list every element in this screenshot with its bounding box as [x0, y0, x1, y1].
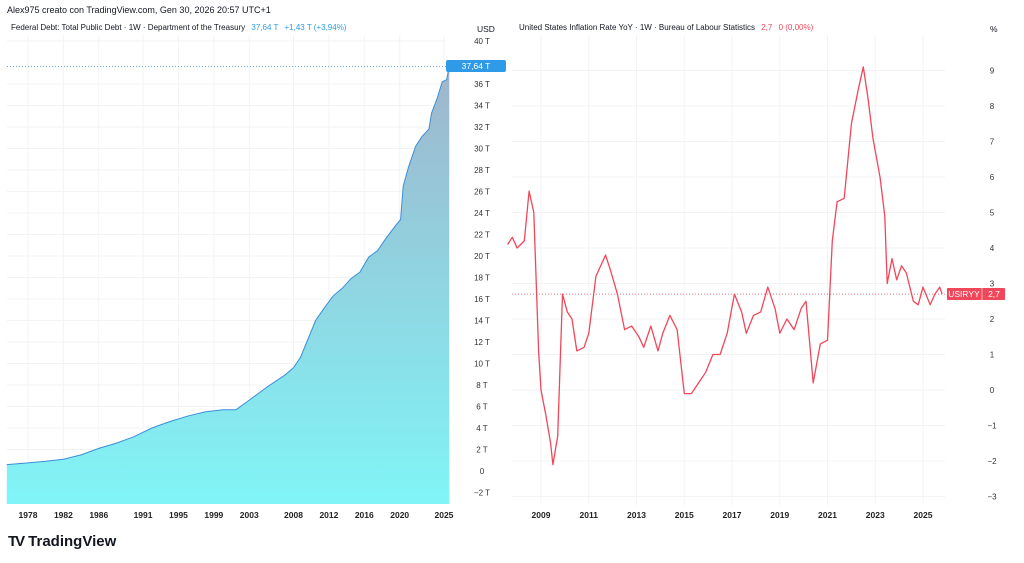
inflation-x-tick: 2019 [770, 510, 789, 520]
debt-y-tick: 20 T [474, 252, 490, 261]
inflation-y-tick: −1 [987, 422, 997, 431]
debt-legend-value: 37,64 T [251, 23, 279, 32]
inflation-y-tick: 3 [990, 280, 995, 289]
debt-last-value-label: 37,64 T [462, 61, 491, 71]
debt-x-tick: 1995 [169, 510, 188, 520]
inflation-series [507, 66, 947, 466]
tradingview-logo[interactable]: TV TradingView [8, 533, 116, 550]
inflation-unit: % [990, 24, 998, 34]
inflation-y-tick: 2 [990, 315, 995, 324]
debt-x-tick: 2020 [390, 510, 409, 520]
inflation-x-tick: 2023 [866, 510, 885, 520]
debt-legend-title: Federal Debt: Total Public Debt · 1W · D… [11, 23, 246, 32]
debt-y-tick: 4 T [476, 424, 488, 433]
inflation-last-value-label: 2,7 [988, 289, 1000, 299]
debt-y-tick: 16 T [474, 295, 490, 304]
inflation-y-tick: 5 [990, 209, 995, 218]
debt-y-tick: 28 T [474, 166, 490, 175]
axis-ticks: −2 T 0 2 T 4 T 6 T 8 T 10 T 12 T 14 T 16 T 18 T 20 … [19, 37, 998, 520]
inflation-x-tick: 2025 [914, 510, 933, 520]
debt-y-tick: 14 T [474, 317, 490, 326]
inflation-y-tick: 0 [990, 386, 995, 395]
debt-y-tick: 12 T [474, 338, 490, 347]
debt-legend: Federal Debt: Total Public Debt · 1W · D… [11, 23, 346, 32]
inflation-legend: United States Inflation Rate YoY · 1W · … [519, 23, 813, 32]
inflation-x-tick: 2017 [723, 510, 742, 520]
debt-unit: USD [477, 24, 495, 34]
inflation-legend-value: 2,7 [761, 23, 773, 32]
tradingview-logo-icon: TV [8, 533, 25, 550]
chart-credit: Alex975 creato con TradingView.com, Gen … [7, 5, 271, 15]
inflation-symbol-label: USIRYY [948, 289, 980, 299]
debt-x-tick: 1982 [54, 510, 73, 520]
inflation-x-tick: 2013 [627, 510, 646, 520]
debt-series [6, 65, 450, 505]
debt-x-tick: 1978 [19, 510, 38, 520]
inflation-y-tick: −2 [987, 457, 997, 466]
inflation-legend-title: United States Inflation Rate YoY · 1W · … [519, 23, 755, 32]
debt-area [6, 66, 450, 505]
debt-y-tick: 30 T [474, 145, 490, 154]
inflation-y-tick: 1 [990, 351, 995, 360]
debt-x-tick: 2008 [284, 510, 303, 520]
inflation-y-tick: 6 [990, 173, 995, 182]
debt-y-tick: 6 T [476, 403, 488, 412]
debt-x-tick: 1986 [89, 510, 108, 520]
debt-x-tick: 2025 [434, 510, 453, 520]
tradingview-logo-text: TradingView [28, 533, 117, 550]
debt-y-tick: 32 T [474, 123, 490, 132]
inflation-line [507, 66, 943, 466]
debt-last-value-badge [446, 60, 506, 72]
inflation-x-tick: 2021 [818, 510, 837, 520]
debt-y-tick: 36 T [474, 80, 490, 89]
inflation-y-tick: −3 [987, 493, 997, 502]
debt-y-tick: 18 T [474, 274, 490, 283]
debt-legend-change: +1,43 T (+3,94%) [284, 23, 347, 32]
inflation-y-tick: 9 [990, 67, 995, 76]
debt-x-tick: 1999 [204, 510, 223, 520]
inflation-x-tick: 2009 [532, 510, 551, 520]
inflation-symbol-badge [947, 288, 1005, 300]
inflation-y-tick: 7 [990, 138, 995, 147]
debt-y-tick: 2 T [476, 446, 488, 455]
debt-y-tick: 24 T [474, 209, 490, 218]
debt-y-tick: 40 T [474, 37, 490, 46]
inflation-y-tick: 8 [990, 102, 995, 111]
debt-y-tick: −2 T [474, 489, 490, 498]
debt-y-tick: 34 T [474, 102, 490, 111]
debt-y-tick: 22 T [474, 231, 490, 240]
inflation-legend-change: 0 (0,00%) [778, 23, 814, 32]
inflation-grid [512, 35, 945, 505]
inflation-x-tick: 2011 [580, 510, 599, 520]
debt-x-tick: 2003 [240, 510, 259, 520]
inflation-x-tick: 2015 [675, 510, 694, 520]
debt-y-tick: 10 T [474, 360, 490, 369]
debt-line [6, 66, 450, 466]
debt-x-tick: 2012 [319, 510, 338, 520]
inflation-y-tick: 4 [990, 244, 995, 253]
debt-y-tick: 0 [480, 467, 485, 476]
debt-x-tick: 1991 [134, 510, 153, 520]
debt-x-tick: 2016 [355, 510, 374, 520]
debt-y-tick: 26 T [474, 188, 490, 197]
debt-y-tick: 8 T [476, 381, 488, 390]
